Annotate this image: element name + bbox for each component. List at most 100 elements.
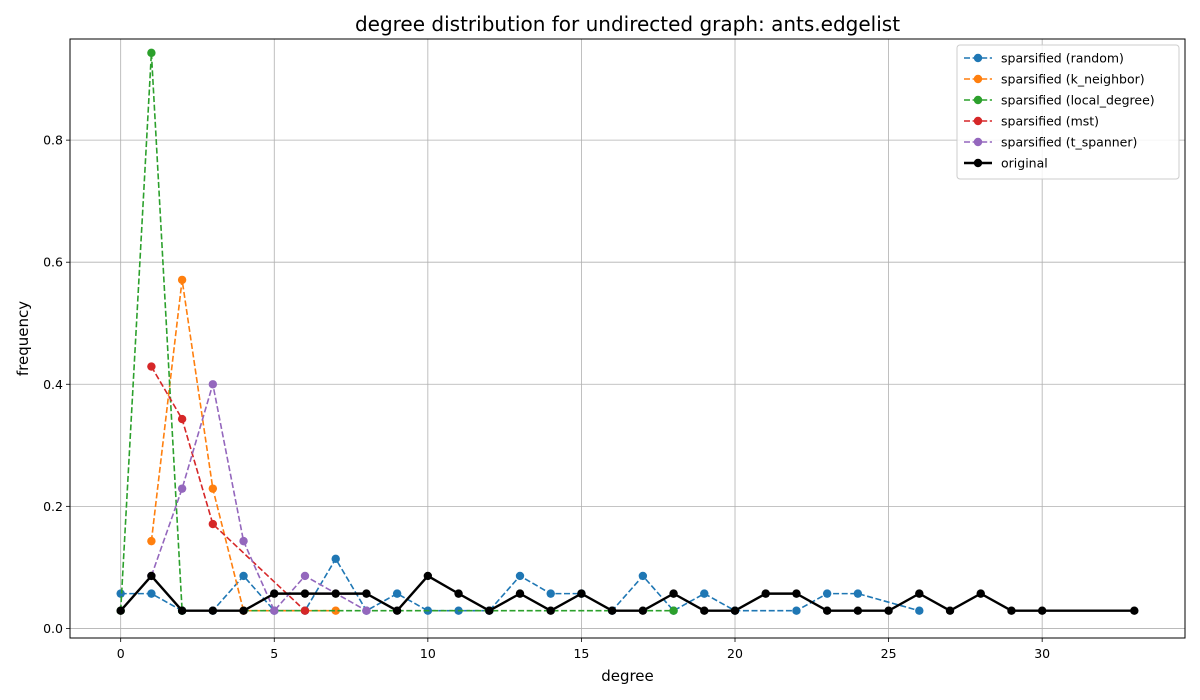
legend-item: sparsified (mst) <box>964 114 1099 129</box>
data-point <box>208 484 218 493</box>
legend-item: original <box>964 156 1048 171</box>
legend-label: sparsified (k_neighbor) <box>1001 72 1145 87</box>
data-point <box>546 606 555 615</box>
data-point <box>853 606 863 615</box>
data-point <box>392 589 402 598</box>
legend-swatch-marker <box>973 158 983 168</box>
data-point <box>454 589 463 598</box>
data-point <box>945 606 955 615</box>
legend-swatch-marker <box>973 74 983 84</box>
data-point <box>822 606 832 615</box>
data-point <box>669 606 678 615</box>
series-layer <box>116 48 1139 615</box>
y-tick-label: 0.6 <box>43 255 63 270</box>
data-point <box>331 589 340 598</box>
data-point <box>177 606 187 615</box>
data-point <box>669 589 678 598</box>
data-point <box>300 589 310 598</box>
data-point <box>331 554 340 564</box>
data-point <box>577 589 586 598</box>
y-axis-label: frequency <box>14 301 32 376</box>
y-tick-label: 0.2 <box>43 499 63 514</box>
legend-item: sparsified (random) <box>964 51 1124 66</box>
legend-box <box>956 44 1180 180</box>
data-point <box>792 606 801 615</box>
series-line <box>119 574 1135 612</box>
data-point <box>239 536 248 546</box>
y-tick-label: 0.4 <box>43 377 63 392</box>
data-point <box>116 589 125 598</box>
series-sparsified-local-degree <box>116 48 678 615</box>
series-line <box>150 366 306 612</box>
data-point <box>177 275 187 285</box>
y-tick-label: 0.0 <box>43 621 63 636</box>
x-tick-label: 15 <box>573 646 589 661</box>
data-point <box>208 380 218 389</box>
x-tick-label: 20 <box>727 646 743 661</box>
data-point <box>822 589 832 598</box>
plot-frame <box>69 38 1186 639</box>
legend-item: sparsified (t_spanner) <box>964 135 1137 150</box>
data-point <box>147 589 156 598</box>
legend-label: sparsified (mst) <box>1001 114 1099 129</box>
series-original <box>116 571 1139 615</box>
series-sparsified-mst <box>147 362 310 615</box>
series-line <box>119 52 674 612</box>
data-point <box>853 589 863 598</box>
data-point <box>515 589 525 598</box>
axis-ticks: 0 5 10 15 20 25 30 0.0 0.2 0.4 0.6 0.8 <box>43 133 1050 661</box>
legend-swatch-marker <box>973 137 983 147</box>
data-point <box>1037 606 1047 615</box>
data-point <box>485 606 494 615</box>
data-point <box>239 606 248 615</box>
x-tick-label: 10 <box>420 646 436 661</box>
data-point <box>423 571 433 581</box>
grid <box>70 39 1185 638</box>
data-point <box>884 606 893 615</box>
legend-label: original <box>1001 156 1048 171</box>
legend-item: sparsified (local_degree) <box>964 93 1155 108</box>
data-point <box>239 571 248 581</box>
legend-swatch-marker <box>973 95 983 105</box>
data-point <box>546 589 555 598</box>
legend-swatch-marker <box>973 53 983 63</box>
data-point <box>147 571 156 581</box>
data-point <box>392 606 402 615</box>
legend-label: sparsified (t_spanner) <box>1001 135 1137 150</box>
x-tick-label: 0 <box>117 646 125 661</box>
data-point <box>147 362 156 371</box>
data-point <box>761 589 770 598</box>
legend-item: sparsified (k_neighbor) <box>964 72 1145 87</box>
data-point <box>270 606 279 615</box>
data-point <box>792 589 801 598</box>
series-sparsified-k-neighbor <box>147 275 340 615</box>
data-point <box>147 48 156 58</box>
data-point <box>700 589 709 598</box>
chart-title: degree distribution for undirected graph… <box>355 12 900 36</box>
data-point <box>177 484 187 493</box>
data-point <box>700 606 709 615</box>
series-line <box>120 558 920 612</box>
y-tick-label: 0.8 <box>43 133 63 148</box>
data-point <box>208 519 218 529</box>
data-point <box>270 589 279 598</box>
data-point <box>915 606 924 615</box>
data-point <box>976 589 985 598</box>
x-tick-label: 30 <box>1034 646 1050 661</box>
legend-label: sparsified (local_degree) <box>1001 93 1155 108</box>
x-axis-label: degree <box>601 667 654 685</box>
series-sparsified-t-spanner <box>147 380 371 615</box>
legend: sparsified (random) sparsified (k_neighbo… <box>956 44 1180 180</box>
data-point <box>515 571 525 581</box>
data-point <box>177 414 187 424</box>
data-point <box>331 606 340 615</box>
data-point <box>607 606 617 615</box>
data-point <box>300 571 310 581</box>
data-point <box>300 606 310 615</box>
data-point <box>1007 606 1016 615</box>
data-point <box>1130 606 1139 615</box>
data-point <box>116 606 125 615</box>
legend-swatch-marker <box>973 116 983 126</box>
data-point <box>362 589 371 598</box>
